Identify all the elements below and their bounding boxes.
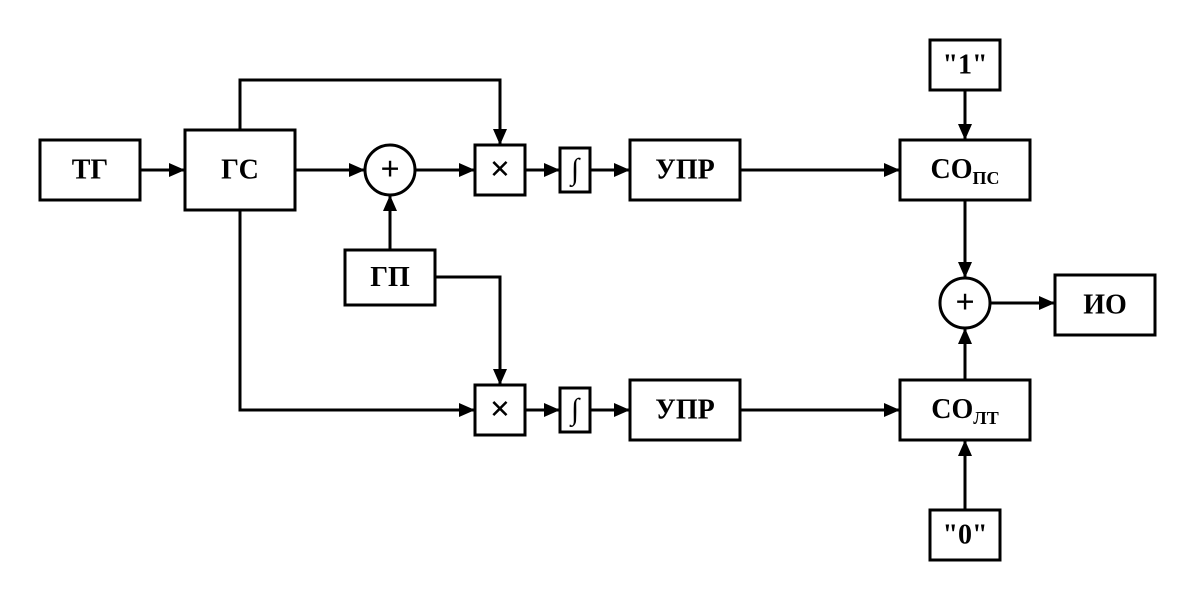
label-tg: ТГ [72,154,109,185]
block-gp: ГП [345,250,435,305]
block-tg: ТГ [40,140,140,200]
label-zero: "0" [942,519,987,550]
block-one: "1" [930,40,1000,90]
label-int2: ∫ [569,393,581,428]
block-zero: "0" [930,510,1000,560]
block-int1: ∫ [560,148,590,192]
block-so_lt: СОЛТ [900,380,1030,440]
block-so_ps: СОПС [900,140,1030,200]
label-sum1: + [380,151,399,188]
label-one: "1" [942,49,987,80]
block-sum1: + [365,145,415,195]
block-mul1: × [475,145,525,195]
block-upr1: УПР [630,140,740,200]
block-sum2: + [940,278,990,328]
label-mul1: × [490,148,511,188]
label-upr2: УПР [655,394,714,425]
label-int1: ∫ [569,153,581,188]
block-io: ИО [1055,275,1155,335]
block-gs: ГС [185,130,295,210]
label-io: ИО [1083,289,1127,320]
label-gs: ГС [221,154,259,185]
label-sum2: + [955,284,974,321]
block-upr2: УПР [630,380,740,440]
label-gp: ГП [370,262,410,293]
label-mul2: × [490,388,511,428]
label-upr1: УПР [655,154,714,185]
block-int2: ∫ [560,388,590,432]
block-mul2: × [475,385,525,435]
